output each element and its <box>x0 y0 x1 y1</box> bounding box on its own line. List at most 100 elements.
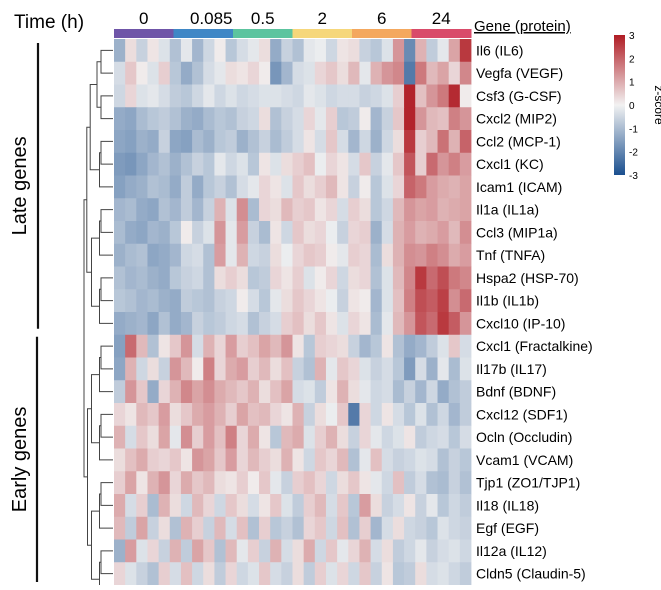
heatmap-cell <box>359 39 371 63</box>
heatmap-cell <box>381 266 394 290</box>
heatmap-cell <box>448 198 461 222</box>
heatmap-cell <box>381 152 394 176</box>
heatmap-cell <box>325 471 338 495</box>
heatmap-cell <box>381 562 394 586</box>
heatmap-cell <box>247 448 260 472</box>
heatmap-cell <box>437 334 450 358</box>
heatmap-cell <box>303 425 316 449</box>
heatmap-cell <box>370 266 383 290</box>
heatmap-cell <box>415 380 427 404</box>
time-group-bar <box>352 29 412 38</box>
heatmap-cell <box>370 403 383 427</box>
heatmap-cell <box>125 39 137 63</box>
heatmap-cell <box>225 448 238 472</box>
heatmap-cell <box>225 380 238 404</box>
heatmap-cell <box>147 471 160 495</box>
heatmap-cell <box>180 61 193 85</box>
heatmap-cell <box>236 516 249 540</box>
heatmap-cell <box>392 403 405 427</box>
heatmap-cell <box>370 289 383 313</box>
heatmap-cell <box>180 84 193 108</box>
heatmap-cell <box>303 289 316 313</box>
heatmap-cell <box>437 471 450 495</box>
heatmap-cell <box>314 61 327 85</box>
heatmap-cell <box>247 539 260 563</box>
heatmap-cell <box>125 562 137 586</box>
heatmap-cell <box>426 562 438 586</box>
dendrogram-branch <box>99 152 113 188</box>
row-label: Cxcl1 (KC) <box>476 156 544 172</box>
heatmap-cell <box>392 425 405 449</box>
heatmap-cell <box>415 84 427 108</box>
heatmap-cell <box>348 357 360 381</box>
heatmap-cell <box>192 266 204 290</box>
heatmap-cell <box>314 516 327 540</box>
heatmap-cell <box>448 289 461 313</box>
heatmap-cell <box>259 152 271 176</box>
heatmap-cell <box>359 425 371 449</box>
heatmap-cell <box>437 448 450 472</box>
heatmap-cell <box>459 39 472 63</box>
heatmap-cell <box>192 357 204 381</box>
heatmap-cell <box>147 425 160 449</box>
heatmap-cell <box>114 198 126 222</box>
heatmap-cell <box>114 243 126 267</box>
heatmap-cell <box>314 403 327 427</box>
heatmap-cell <box>270 152 282 176</box>
heatmap-cell <box>459 61 472 85</box>
heatmap-cell <box>270 175 282 199</box>
heatmap-cell <box>325 425 338 449</box>
heatmap-cell <box>270 380 282 404</box>
heatmap-cell <box>247 61 260 85</box>
heatmap-cell <box>325 61 338 85</box>
heatmap-cell <box>236 312 249 336</box>
heatmap-cell <box>125 312 137 336</box>
heatmap-cell <box>203 243 215 267</box>
heatmap-cell <box>125 221 137 245</box>
heatmap-cell <box>125 425 137 449</box>
heatmap-cell <box>426 107 438 131</box>
heatmap-cell <box>392 471 405 495</box>
dendrogram-branch <box>100 550 113 575</box>
heatmap-cell <box>381 471 394 495</box>
group-label: Early genes <box>9 407 31 513</box>
heatmap-cell <box>225 494 238 518</box>
heatmap-cell <box>192 471 204 495</box>
heatmap-cell <box>459 562 472 586</box>
colorbar-gradient <box>614 35 625 175</box>
heatmap-cell <box>348 243 360 267</box>
dendrogram-branch <box>96 61 101 108</box>
heatmap-cell <box>281 243 293 267</box>
heatmap-cell <box>259 84 271 108</box>
heatmap-cell <box>214 562 226 586</box>
heatmap-cell <box>415 289 427 313</box>
heatmap-cell <box>125 61 137 85</box>
heatmap-cell <box>359 312 371 336</box>
heatmap-cell <box>180 175 193 199</box>
heatmap-cell <box>169 198 182 222</box>
heatmap-cell <box>437 152 450 176</box>
heatmap-cell <box>125 107 137 131</box>
heatmap-cell <box>292 562 305 586</box>
heatmap-cell <box>236 494 249 518</box>
heatmap-cell <box>325 175 338 199</box>
heatmap-cell <box>136 175 148 199</box>
heatmap-cell <box>270 312 282 336</box>
heatmap-cell <box>158 516 171 540</box>
heatmap-cell <box>136 357 148 381</box>
colorbar-tick-label: -1 <box>629 124 638 135</box>
heatmap-cell <box>270 403 282 427</box>
heatmap-cell <box>147 562 160 586</box>
heatmap-cell <box>136 289 148 313</box>
heatmap-cell <box>236 266 249 290</box>
heatmap-cell <box>114 107 126 131</box>
gene-group-brackets: Late genes Early genes <box>9 43 40 582</box>
heatmap-cell <box>147 289 160 313</box>
heatmap-cell <box>415 539 427 563</box>
heatmap-cell <box>381 357 394 381</box>
heatmap-cell <box>303 243 316 267</box>
heatmap-cell <box>359 243 371 267</box>
heatmap-cell <box>259 130 271 154</box>
heatmap-cell <box>203 494 215 518</box>
heatmap-cell <box>325 494 338 518</box>
